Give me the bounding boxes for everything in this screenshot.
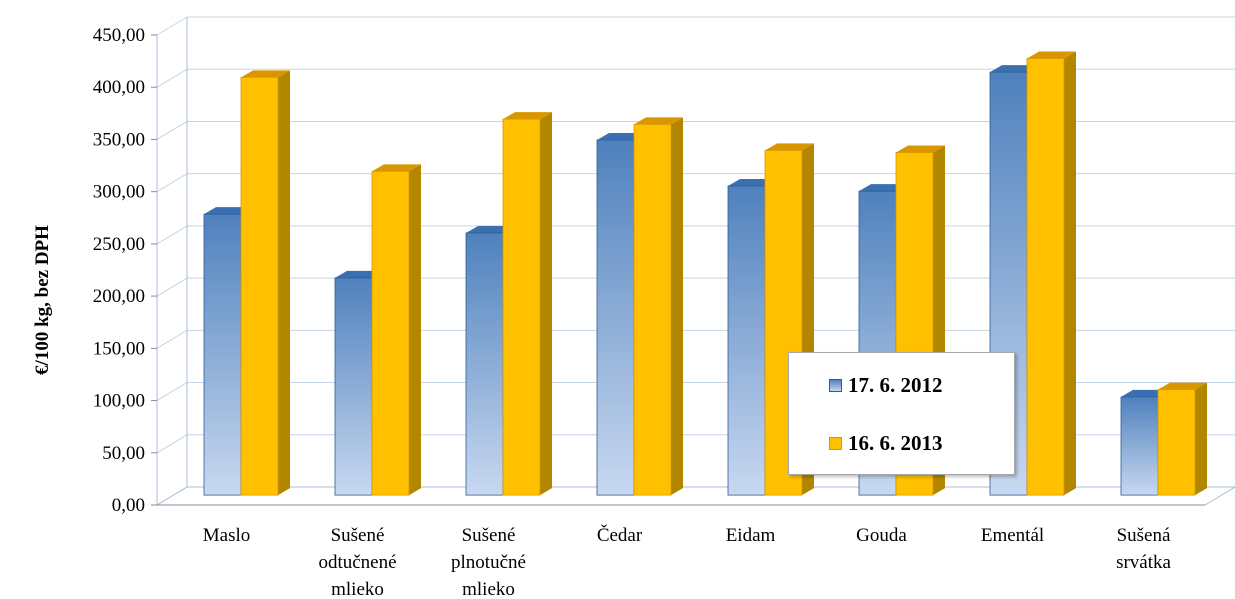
bar-front	[633, 123, 672, 496]
bar-front	[502, 118, 541, 496]
x-category-label: Ementál	[981, 525, 1044, 546]
legend-item-2013: 16. 6. 2013	[829, 431, 943, 456]
bar-top	[372, 164, 421, 172]
y-tick-label: 100,00	[93, 391, 145, 412]
bar-top	[634, 117, 683, 125]
legend-swatch-2012	[829, 379, 842, 392]
bar-front	[1157, 389, 1196, 496]
bar-front	[334, 277, 373, 496]
y-tick-label: 300,00	[93, 182, 145, 203]
legend-label-2013: 16. 6. 2013	[848, 431, 943, 455]
bar-front	[727, 185, 766, 496]
x-axis-categories: Maslo Sušené odtučnené mlieko Sušené plnotučn…	[203, 524, 1172, 599]
bar-front	[596, 139, 635, 496]
gridline-side	[156, 329, 188, 349]
bar-2013	[240, 70, 290, 496]
bar-side	[1195, 382, 1207, 496]
x-category-label: Gouda	[856, 525, 907, 546]
bar-top	[896, 145, 945, 153]
legend: 17. 6. 2012 16. 6. 2013	[788, 352, 1015, 475]
legend-swatch-2013	[829, 437, 842, 450]
bar-front	[1120, 396, 1159, 496]
bar-front	[240, 76, 279, 496]
bars	[203, 51, 1207, 496]
x-category-label: Maslo	[203, 525, 251, 546]
x-category-label: Čedar	[597, 524, 643, 546]
x-category-label: srvátka	[1116, 552, 1171, 573]
bar-top	[241, 70, 290, 78]
gridline-side	[156, 16, 188, 36]
y-tick-label: 150,00	[93, 338, 145, 359]
x-category-label: Sušené	[331, 525, 385, 546]
bar-front	[1026, 58, 1065, 496]
bar-2013	[502, 112, 552, 496]
x-category-label: Eidam	[726, 525, 776, 546]
bar-front	[371, 170, 410, 496]
x-category-label: mlieko	[462, 579, 515, 599]
bar-2013	[1026, 51, 1076, 496]
bar-top	[1158, 382, 1207, 390]
bar-front	[203, 213, 242, 496]
bar-2013	[371, 164, 421, 496]
bar-side	[278, 70, 290, 496]
bar-2013	[633, 117, 683, 496]
gridline-side	[156, 277, 188, 297]
y-tick-label: 50,00	[102, 443, 145, 464]
bar-top	[503, 112, 552, 120]
y-tick-label: 250,00	[93, 234, 145, 255]
y-tick-label: 200,00	[93, 286, 145, 307]
gridline-side	[156, 225, 188, 245]
gridline-side	[156, 382, 188, 401]
gridline-side	[156, 68, 188, 88]
y-tick-label: 400,00	[93, 77, 145, 98]
legend-item-2012: 17. 6. 2012	[829, 373, 943, 398]
bar-side	[540, 112, 552, 496]
bar-2013	[1157, 382, 1207, 496]
gridline-side	[156, 434, 188, 454]
x-category-label: mlieko	[331, 579, 384, 599]
gridline-side	[156, 173, 188, 193]
bar-top	[765, 143, 814, 151]
x-category-label: plnotučné	[451, 552, 526, 573]
x-category-label: Sušená	[1117, 525, 1171, 546]
bar-side	[1064, 51, 1076, 496]
legend-label-2012: 17. 6. 2012	[848, 373, 943, 397]
chart-floor	[155, 486, 1235, 506]
x-category-label: odtučnené	[318, 552, 396, 573]
y-tick-label: 350,00	[93, 129, 145, 150]
y-axis-ticks: 0,00 50,00 100,00 150,00 200,00 250,00 300,00 3…	[93, 25, 157, 516]
gridline-side	[156, 121, 188, 140]
y-tick-label: 0,00	[112, 495, 145, 516]
bar-side	[409, 164, 421, 496]
y-axis-label: €/100 kg, bez DPH	[32, 225, 53, 375]
bar-side	[671, 117, 683, 496]
x-category-label: Sušené	[462, 525, 516, 546]
bar-front	[465, 232, 504, 496]
y-tick-label: 450,00	[93, 25, 145, 46]
bar-top	[1027, 51, 1076, 59]
